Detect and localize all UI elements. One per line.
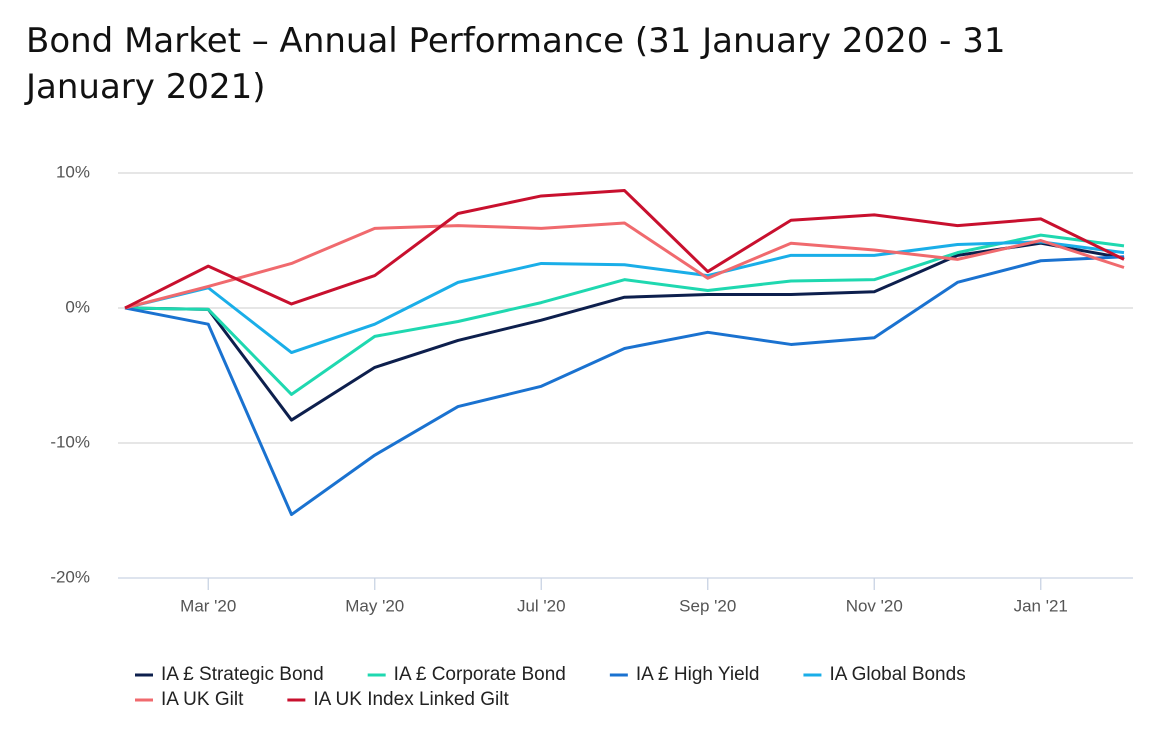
legend-label[interactable]: IA £ Strategic Bond: [161, 664, 324, 685]
series-line: [124, 189, 1125, 310]
legend-label[interactable]: IA £ High Yield: [636, 664, 760, 685]
y-tick-label: -10%: [50, 432, 90, 451]
y-tick-label: 0%: [65, 297, 90, 316]
y-tick-label: 10%: [56, 162, 90, 181]
series-line: [124, 255, 1125, 517]
series-line: [124, 241, 1125, 422]
x-tick-label: Jan '21: [1014, 596, 1068, 615]
series-line: [124, 233, 1125, 396]
x-tick-label: Jul '20: [517, 596, 566, 615]
y-tick-label: -20%: [50, 567, 90, 586]
legend-label[interactable]: IA Global Bonds: [829, 664, 965, 685]
chart-title: Bond Market – Annual Performance (31 Jan…: [26, 21, 1006, 107]
legend-label[interactable]: IA UK Index Linked Gilt: [313, 689, 509, 710]
x-tick-label: May '20: [345, 596, 404, 615]
legend-label[interactable]: IA UK Gilt: [161, 689, 244, 710]
x-tick-label: Mar '20: [180, 596, 236, 615]
x-tick-label: Sep '20: [679, 596, 736, 615]
x-tick-label: Nov '20: [846, 596, 903, 615]
legend-label[interactable]: IA £ Corporate Bond: [394, 664, 566, 685]
series-line: [124, 240, 1125, 355]
series-line: [124, 221, 1125, 310]
